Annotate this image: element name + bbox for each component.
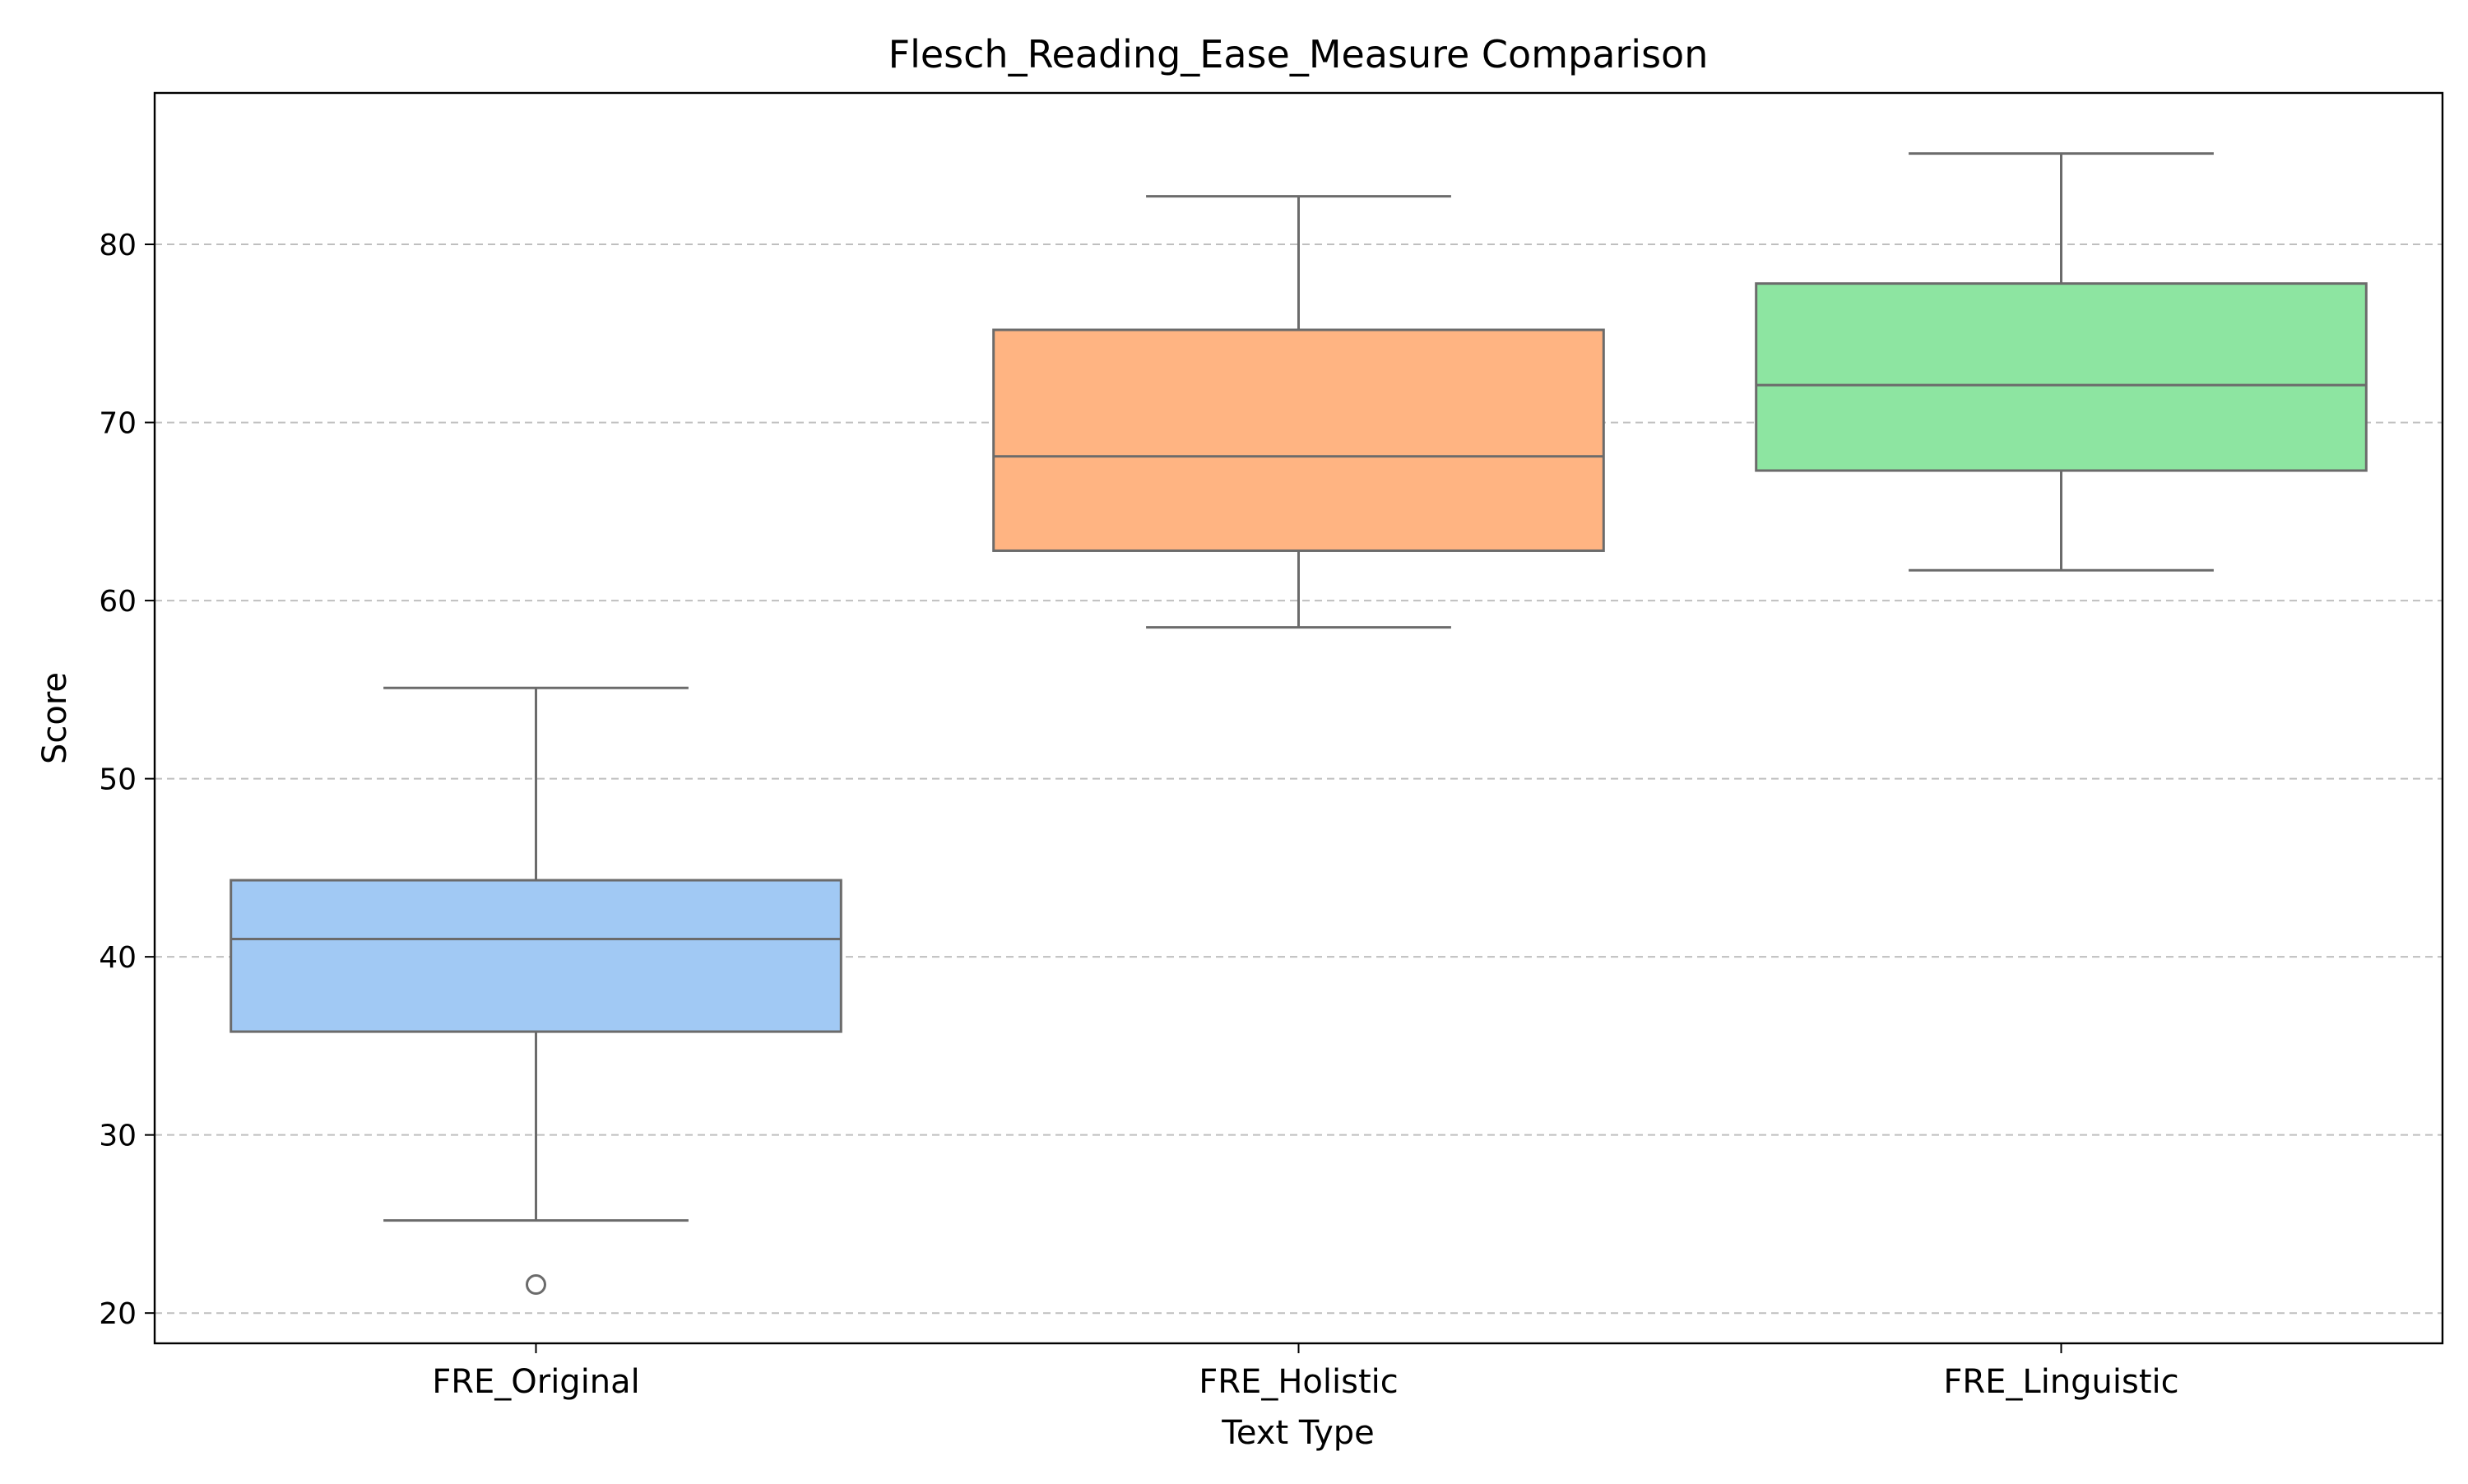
outlier-point: [526, 1274, 546, 1296]
y-tick-label: 30: [99, 1120, 137, 1153]
y-axis-label: Score: [36, 672, 74, 764]
y-tick-label: 60: [99, 585, 137, 619]
y-tick-label: 40: [99, 941, 137, 975]
box-layer: [230, 152, 2368, 1296]
iqr-box: [1755, 282, 2368, 472]
iqr-box: [230, 879, 842, 1033]
y-tick-label: 80: [99, 229, 137, 262]
axis-layer: 20 30 40 50 60 70 80 FRE_Original FRE_Holistic FR…: [99, 229, 2178, 1401]
x-tick-label: FRE_Original: [432, 1363, 640, 1401]
x-axis-label: Text Type: [1221, 1414, 1375, 1452]
y-tick-label: 70: [99, 407, 137, 441]
iqr-box: [992, 328, 1605, 552]
box-group-fre-original: [230, 686, 842, 1296]
y-tick-label: 20: [99, 1297, 137, 1331]
chart-title: Flesch_Reading_Ease_Measure Comparison: [888, 32, 1709, 77]
x-tick-label: FRE_Holistic: [1199, 1363, 1398, 1401]
y-tick-label: 50: [99, 763, 137, 797]
x-tick-label: FRE_Linguistic: [1943, 1363, 2178, 1401]
box-group-fre-holistic: [992, 195, 1605, 629]
box-group-fre-linguistic: [1755, 152, 2368, 572]
